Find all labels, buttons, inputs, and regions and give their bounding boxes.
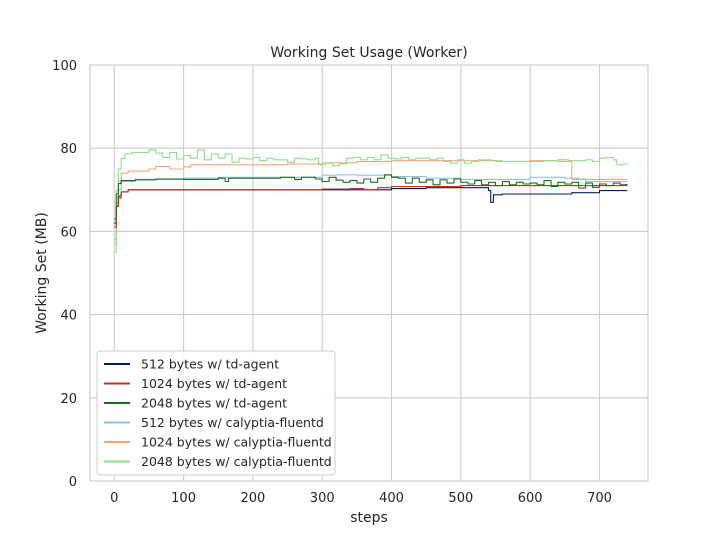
plot-frame [89,64,649,482]
x-axis-label: steps [350,510,388,526]
y-tick-label: 20 [60,392,77,407]
legend-label: 512 bytes w/ calyptia-fluentd [141,415,324,430]
tick-labels: 0 100 200 300 400 500 600 700 0 20 40 60 80 100 [52,59,612,506]
legend-label: 2048 bytes w/ calyptia-fluentd [141,454,332,469]
x-tick-label: 500 [448,491,473,506]
x-tick-label: 600 [518,491,543,506]
y-tick-label: 40 [60,309,77,324]
series-line-3 [114,174,628,220]
legend: 512 bytes w/ td-agent 1024 bytes w/ td-ag… [96,350,336,476]
legend-label: 1024 bytes w/ td-agent [141,376,287,391]
y-tick-label: 100 [52,59,77,74]
y-tick-label: 60 [60,225,77,240]
legend-label: 2048 bytes w/ td-agent [141,396,287,411]
series-line-2 [114,185,628,228]
x-tick-label: 700 [587,491,612,506]
legend-label: 512 bytes w/ td-agent [141,357,279,372]
x-tick-label: 200 [240,491,265,506]
y-tick-label: 80 [60,142,77,157]
series-line-6 [114,149,628,253]
y-axis-label: Working Set (MB) [34,212,50,334]
series-layer [114,149,628,253]
legend-box [96,350,336,476]
x-tick-label: 0 [110,491,118,506]
x-tick-label: 400 [379,491,404,506]
series-line-4 [114,174,628,241]
chart-title: Working Set Usage (Worker) [270,45,467,61]
x-tick-label: 300 [310,491,335,506]
x-tick-label: 100 [171,491,196,506]
y-tick-label: 0 [69,475,77,490]
legend-label: 1024 bytes w/ calyptia-fluentd [141,435,332,450]
series-line-5 [114,159,628,245]
